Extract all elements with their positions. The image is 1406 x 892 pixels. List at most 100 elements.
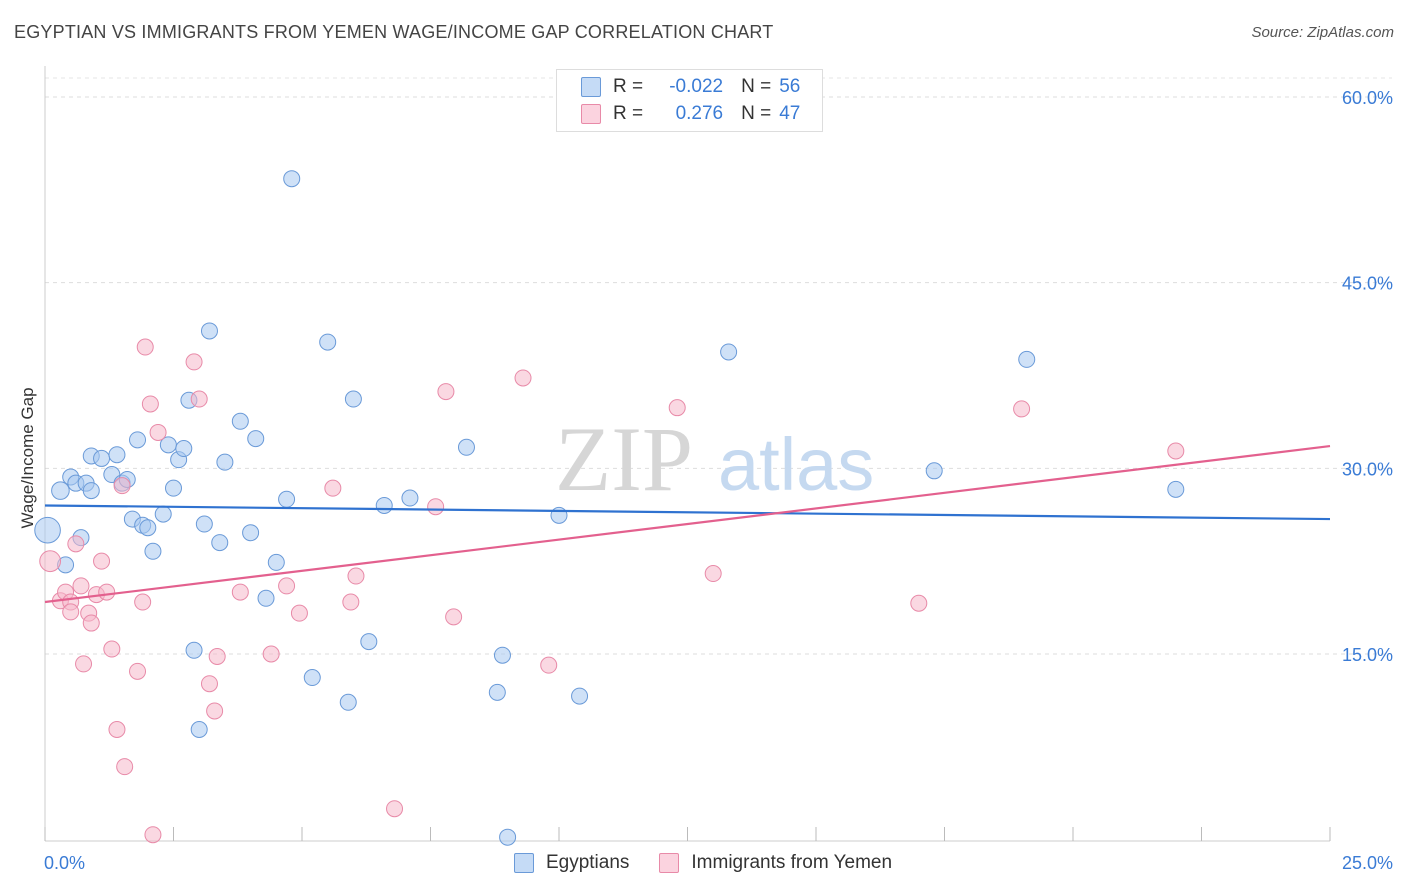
yemen-point	[108, 721, 126, 739]
egyptians-point	[278, 490, 296, 508]
yemen-point	[278, 577, 296, 595]
egyptians-point	[1167, 480, 1185, 498]
x-tick-label: 25.0%	[1342, 853, 1393, 873]
yemen-point	[342, 593, 360, 611]
chart-title: EGYPTIAN VS IMMIGRANTS FROM YEMEN WAGE/I…	[14, 22, 774, 42]
egyptians-point	[139, 519, 157, 537]
legend-item-yemen[interactable]: Immigrants from Yemen	[659, 852, 892, 874]
yemen-point	[206, 702, 224, 720]
yemen-point	[427, 498, 445, 516]
yemen-point	[39, 550, 62, 573]
egyptians-point	[129, 431, 147, 449]
y-tick-label: 60.0%	[1342, 88, 1393, 108]
legend-item-egyptians[interactable]: Egyptians	[513, 852, 630, 874]
egyptians-point	[165, 479, 182, 497]
source-label: Source: ZipAtlas.com	[1251, 24, 1394, 41]
egyptians-point	[720, 343, 738, 361]
egyptians-point	[499, 828, 517, 846]
yemen-point	[290, 604, 308, 622]
yemen-point	[93, 552, 111, 570]
yemen-point	[540, 656, 558, 674]
correlation-legend: R = -0.022 N = 56 R = 0.276 N = 47	[556, 69, 823, 132]
yemen-point	[62, 603, 80, 621]
r-value: -0.022	[669, 76, 724, 97]
watermark: ZIP atlas	[555, 408, 874, 510]
r-label: R =	[613, 76, 644, 97]
egyptians-point	[242, 524, 260, 542]
egyptians-point	[231, 412, 249, 430]
egyptians-point	[457, 438, 475, 456]
yemen-point	[144, 826, 162, 844]
n-label: N =	[741, 103, 772, 124]
egyptians-point	[319, 333, 337, 351]
yemen-point	[1013, 400, 1031, 418]
egyptians-point	[200, 322, 218, 340]
egyptians-point	[82, 482, 100, 500]
egyptians-point	[339, 693, 357, 711]
series-legend: Egyptians Immigrants from Yemen	[0, 852, 1406, 874]
n-value: 56	[779, 76, 801, 97]
yemen-point	[437, 383, 455, 401]
yemen-point	[1167, 442, 1185, 460]
yemen-point	[116, 758, 134, 776]
egyptians-point	[247, 430, 265, 448]
egyptians-point	[257, 589, 275, 607]
yemen-point	[445, 608, 463, 626]
egyptians-trend-line	[44, 504, 1331, 521]
egyptians-point	[375, 496, 393, 514]
egyptians-point	[344, 390, 362, 408]
yemen-point	[75, 655, 93, 673]
legend-swatch-pink	[581, 104, 601, 124]
egyptians-point	[571, 687, 589, 705]
legend-swatch-pink	[659, 853, 680, 873]
yemen-point	[514, 369, 532, 387]
egyptians-point	[360, 633, 378, 651]
egyptians-point	[1018, 350, 1036, 368]
legend-label: Immigrants from Yemen	[691, 852, 893, 873]
yemen-point	[72, 577, 90, 595]
egyptians-point	[154, 505, 172, 523]
yemen-point	[208, 647, 226, 665]
yemen-point	[141, 395, 159, 413]
egyptians-point	[216, 453, 234, 471]
legend-label: Egyptians	[545, 852, 630, 873]
egyptians-point	[190, 721, 208, 739]
n-label: N =	[741, 76, 772, 97]
egyptians-point	[211, 534, 229, 552]
egyptians-point	[108, 446, 126, 464]
y-tick-label: 45.0%	[1342, 274, 1393, 294]
x-tick-label: 0.0%	[44, 853, 85, 873]
data-points	[34, 170, 1185, 846]
yemen-point	[200, 675, 218, 693]
yemen-point	[149, 423, 167, 441]
yemen-point	[386, 800, 404, 818]
y-tick-label: 15.0%	[1342, 645, 1393, 665]
yemen-point	[185, 353, 203, 371]
egyptians-point	[401, 489, 419, 507]
yemen-point	[324, 479, 342, 497]
yemen-point	[98, 583, 116, 601]
yemen-point	[910, 594, 928, 612]
yemen-point	[103, 640, 121, 658]
r-label: R =	[613, 103, 644, 124]
yemen-point	[668, 399, 686, 417]
yemen-point	[190, 390, 208, 408]
yemen-point	[129, 662, 147, 680]
egyptians-point	[493, 646, 511, 664]
egyptians-point	[488, 683, 506, 701]
egyptians-point	[267, 553, 285, 571]
yemen-point	[231, 583, 249, 601]
y-axis-label: Wage/Income Gap	[18, 387, 37, 529]
yemen-trend-line	[44, 444, 1331, 604]
yemen-point	[136, 338, 154, 356]
egyptians-point	[175, 440, 193, 458]
y-tick-label: 30.0%	[1342, 459, 1393, 479]
legend-row-egyptians: R = -0.022 N = 56	[581, 74, 800, 100]
egyptians-point	[34, 516, 61, 544]
egyptians-point	[925, 462, 943, 480]
yemen-point	[347, 567, 365, 585]
yemen-point	[82, 614, 100, 632]
legend-row-yemen: R = 0.276 N = 47	[581, 101, 800, 127]
egyptians-point	[185, 641, 203, 659]
